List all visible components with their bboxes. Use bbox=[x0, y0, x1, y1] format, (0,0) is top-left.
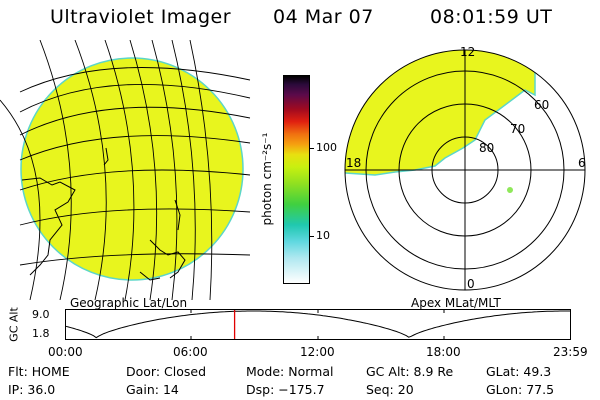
mlt-label-12: 12 bbox=[460, 45, 476, 59]
emission-spot bbox=[507, 187, 513, 193]
mlat-label-80: 80 bbox=[479, 141, 495, 155]
info-flight: Flt: HOME bbox=[8, 364, 70, 379]
coastlines bbox=[21, 147, 186, 281]
time-tick-0600: 06:00 bbox=[173, 345, 208, 359]
mlt-label-6: 6 bbox=[578, 156, 586, 170]
info-glat: GLat: 49.3 bbox=[486, 364, 552, 379]
colorbar-tick bbox=[309, 148, 314, 149]
info-glon: GLon: 77.5 bbox=[486, 382, 555, 397]
polar-plot bbox=[344, 49, 586, 291]
app-title: Ultraviolet Imager bbox=[50, 6, 232, 28]
mlat-label-70: 70 bbox=[510, 122, 526, 136]
longitude-grid bbox=[0, 40, 213, 300]
info-ip: IP: 36.0 bbox=[8, 382, 56, 397]
info-seq: Seq: 20 bbox=[366, 382, 414, 397]
altitude-ytick-max: 9.0 bbox=[32, 308, 50, 321]
mlt-label-0: 0 bbox=[467, 277, 475, 291]
info-mode: Mode: Normal bbox=[246, 364, 334, 379]
altitude-plot bbox=[65, 309, 571, 340]
time-tick-1800: 18:00 bbox=[426, 345, 461, 359]
geographic-caption: Geographic Lat/Lon bbox=[70, 296, 188, 310]
info-door: Door: Closed bbox=[126, 364, 207, 379]
time-tick-0000: 00:00 bbox=[48, 345, 83, 359]
info-dsp: Dsp: −175.7 bbox=[246, 382, 325, 397]
emission-region bbox=[345, 50, 536, 176]
mlt-label-18: 18 bbox=[346, 156, 362, 170]
info-gain: Gain: 14 bbox=[126, 382, 179, 397]
colorbar-tick bbox=[309, 236, 314, 237]
latitude-grid bbox=[19, 67, 251, 266]
altitude-curve bbox=[65, 310, 570, 339]
mlat-label-60: 60 bbox=[534, 98, 550, 112]
polar-grid bbox=[344, 49, 586, 291]
altitude-ytick-min: 1.8 bbox=[32, 327, 50, 340]
color-bar bbox=[283, 75, 310, 284]
time-tick-1200: 12:00 bbox=[300, 345, 335, 359]
colorbar-unit-label: photon cm⁻²s⁻¹ bbox=[260, 132, 274, 226]
colorbar-tick-label: 100 bbox=[316, 141, 337, 154]
altitude-ylabel: GC Alt bbox=[7, 307, 21, 342]
time-tick-2359: 23:59 bbox=[553, 345, 588, 359]
date-label: 04 Mar 07 bbox=[273, 6, 374, 28]
geographic-image bbox=[0, 40, 251, 300]
apex-caption: Apex MLat/MLT bbox=[411, 296, 501, 310]
colorbar-tick-label: 10 bbox=[316, 229, 330, 242]
info-gc-alt: GC Alt: 8.9 Re bbox=[366, 364, 454, 379]
time-label: 08:01:59 UT bbox=[430, 6, 553, 28]
